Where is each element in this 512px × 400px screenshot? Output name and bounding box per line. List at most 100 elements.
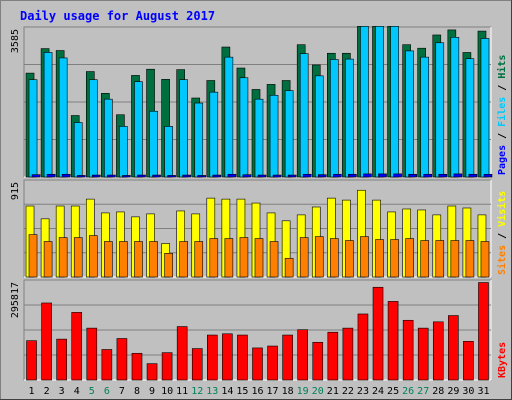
x-tick-label-21: 21 (327, 386, 339, 397)
bar-kbytes-day-15 (237, 334, 248, 381)
bar-pages-day-23 (363, 173, 372, 178)
bar-kbytes-day-24 (372, 286, 384, 381)
x-tick-label-10: 10 (161, 386, 173, 397)
bar-files-day-26 (405, 50, 414, 178)
bar-sites-day-20 (314, 236, 324, 278)
bar-files-day-4 (73, 122, 83, 178)
bar-sites-day-27 (420, 240, 430, 278)
bar-kbytes-day-13 (207, 334, 218, 381)
bar-files-day-28 (435, 42, 445, 178)
legend-entry-hits: Hits (496, 55, 508, 79)
bar-sites-day-26 (405, 238, 414, 278)
x-tick-label-7: 7 (119, 386, 125, 397)
bar-files-day-6 (104, 98, 113, 178)
bar-files-day-9 (149, 110, 158, 178)
bar-pages-day-29 (453, 173, 463, 178)
x-tick-label-9: 9 (149, 386, 155, 397)
bar-sites-day-10 (164, 253, 173, 278)
bar-sites-day-29 (450, 240, 460, 278)
bar-pages-day-9 (152, 174, 161, 178)
chart-panels: 3585 Pages / Files / Hits 915 Sites / Visit… (10, 26, 508, 381)
bar-files-day-7 (119, 126, 128, 178)
x-tick-label-4: 4 (74, 386, 80, 397)
bar-files-day-20 (314, 75, 324, 178)
legend-separator: / (497, 227, 508, 245)
x-tick-label-1: 1 (29, 386, 35, 397)
bar-files-day-21 (330, 59, 339, 178)
legend-entry-pages: Pages (497, 145, 508, 175)
bar-kbytes-day-3 (56, 338, 67, 381)
y-max-label: 915 (10, 182, 21, 200)
x-tick-label-8: 8 (134, 386, 140, 397)
bar-sites-day-5 (88, 235, 98, 278)
legend-separator: / (497, 79, 508, 97)
x-tick-label-30: 30 (462, 386, 474, 397)
x-tick-label-2: 2 (44, 386, 50, 397)
bar-files-day-15 (239, 77, 249, 178)
bar-sites-day-21 (330, 238, 339, 278)
bar-kbytes-day-6 (101, 349, 113, 381)
bar-kbytes-day-5 (86, 327, 98, 381)
bar-sites-day-14 (224, 238, 234, 278)
x-tick-label-14: 14 (221, 386, 233, 397)
bar-pages-day-22 (348, 173, 357, 178)
bar-kbytes-day-16 (252, 347, 263, 381)
bar-files-day-1 (28, 79, 38, 178)
bar-kbytes-day-30 (463, 341, 474, 381)
bar-sites-day-8 (134, 241, 143, 278)
bar-pages-day-15 (242, 174, 252, 178)
bar-files-day-14 (224, 56, 234, 178)
bar-files-day-24 (375, 26, 384, 178)
bar-kbytes-day-4 (71, 312, 83, 381)
bar-sites-day-31 (480, 241, 490, 278)
bar-sites-day-4 (73, 237, 83, 278)
bar-sites-day-7 (119, 241, 128, 278)
bar-sites-day-30 (465, 240, 475, 278)
bar-sites-day-23 (360, 236, 369, 278)
x-tick-label-13: 13 (206, 386, 218, 397)
legend-hits-files-pages: Pages / Files / Hits (496, 55, 508, 175)
panel-hits-files-pages: 3585 Pages / Files / Hits (10, 26, 508, 178)
bar-files-day-27 (420, 56, 430, 178)
bar-kbytes-day-14 (222, 333, 233, 381)
bar-files-day-22 (345, 58, 354, 178)
y-max-label: 295817 (10, 282, 21, 318)
x-tick-label-12: 12 (191, 386, 203, 397)
bar-files-day-31 (480, 38, 490, 178)
bar-pages-day-20 (317, 174, 327, 178)
bar-kbytes-day-1 (26, 340, 37, 381)
bar-pages-day-11 (182, 174, 191, 178)
x-tick-label-17: 17 (267, 386, 279, 397)
bar-kbytes-day-25 (387, 301, 399, 381)
bar-pages-day-17 (272, 174, 282, 178)
bar-pages-day-14 (227, 173, 237, 178)
bar-pages-day-5 (91, 174, 101, 178)
bar-sites-day-19 (299, 237, 309, 278)
bar-kbytes-day-29 (448, 315, 459, 381)
bar-kbytes-day-11 (176, 326, 188, 381)
bar-pages-day-4 (76, 175, 86, 178)
x-tick-label-18: 18 (282, 386, 294, 397)
bar-pages-day-27 (423, 173, 433, 178)
bar-pages-day-21 (333, 173, 342, 178)
bar-sites-day-16 (254, 238, 264, 278)
x-tick-label-16: 16 (251, 386, 263, 397)
bar-pages-day-28 (438, 173, 448, 178)
legend-entry-files: Files (496, 97, 508, 127)
bar-files-day-3 (58, 57, 68, 178)
bar-sites-day-9 (149, 241, 158, 278)
x-tick-label-31: 31 (477, 386, 489, 397)
x-tick-label-28: 28 (432, 386, 444, 397)
bar-sites-day-2 (43, 241, 53, 278)
bar-files-day-25 (390, 26, 399, 178)
bar-pages-day-26 (408, 173, 417, 178)
bar-sites-day-18 (284, 257, 294, 278)
bar-sites-day-17 (269, 241, 279, 278)
bar-files-day-13 (209, 91, 219, 178)
bar-files-day-29 (450, 37, 460, 178)
bar-pages-day-13 (212, 174, 222, 178)
panel-kbytes: 295817 KBytes (10, 279, 508, 381)
x-tick-label-25: 25 (387, 386, 399, 397)
bar-sites-day-11 (179, 241, 188, 278)
